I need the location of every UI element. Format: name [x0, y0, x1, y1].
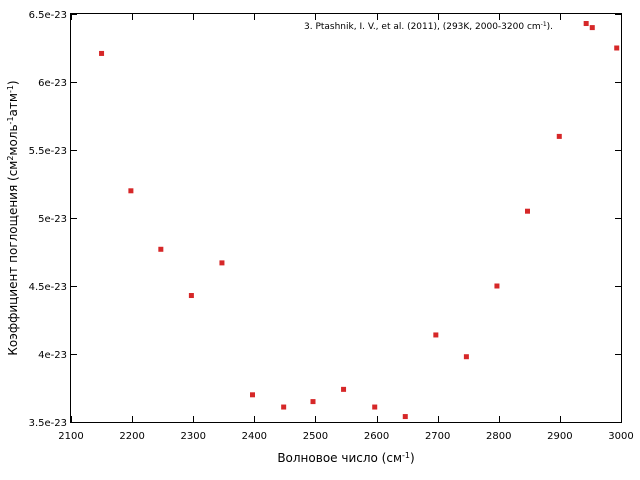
y-tick-label: 3.5e-23: [29, 418, 67, 429]
y-tick-label: 4e-23: [38, 350, 67, 361]
x-tick-label: 2200: [119, 431, 144, 442]
data-point: [583, 21, 589, 27]
x-tick-label: 2100: [58, 431, 83, 442]
data-point: [128, 188, 134, 194]
data-point: [341, 386, 347, 392]
data-point: [556, 133, 562, 139]
data-point: [158, 246, 164, 252]
x-tick-label: 2600: [364, 431, 389, 442]
data-point: [402, 414, 408, 420]
x-tick-label: 2700: [425, 431, 450, 442]
x-tick-label: 2500: [303, 431, 328, 442]
x-tick-label: 2300: [180, 431, 205, 442]
x-tick-label: 2900: [547, 431, 572, 442]
axis-tick-labels: 2100 2200 2300 2400 2500 2600 2700 2800 2900 3000…: [29, 10, 634, 442]
x-axis-title: Волновое число (см-1): [277, 451, 414, 466]
data-points: [99, 21, 620, 420]
data-point: [99, 50, 105, 56]
x-tick-label: 3000: [608, 431, 633, 442]
plot-frame: [70, 13, 622, 423]
y-tick-label: 6e-23: [38, 78, 67, 89]
y-tick-label: 4.5e-23: [29, 282, 67, 293]
data-point: [372, 404, 378, 410]
data-point: [433, 332, 439, 338]
data-point: [219, 260, 225, 266]
data-point: [188, 293, 194, 299]
y-axis-title: Коэффициент поглощения (см2моль-1атм-1): [6, 80, 21, 355]
y-tick-label: 5.5e-23: [29, 146, 67, 157]
data-point: [250, 392, 255, 398]
data-point: [281, 404, 287, 410]
data-point: [589, 25, 595, 31]
data-point: [463, 354, 469, 360]
x-tick-label: 2800: [486, 431, 511, 442]
x-tick-label: 2400: [242, 431, 267, 442]
y-tick-label: 6.5e-23: [29, 10, 67, 21]
y-tick-label: 5e-23: [38, 214, 67, 225]
data-point: [525, 208, 530, 214]
legend-text: 3. Ptashnik, I. V., et al. (2011), (293K…: [304, 21, 553, 33]
data-point: [614, 45, 620, 51]
axis-ticks: [71, 14, 622, 423]
data-point: [310, 399, 316, 405]
data-point: [494, 283, 500, 289]
